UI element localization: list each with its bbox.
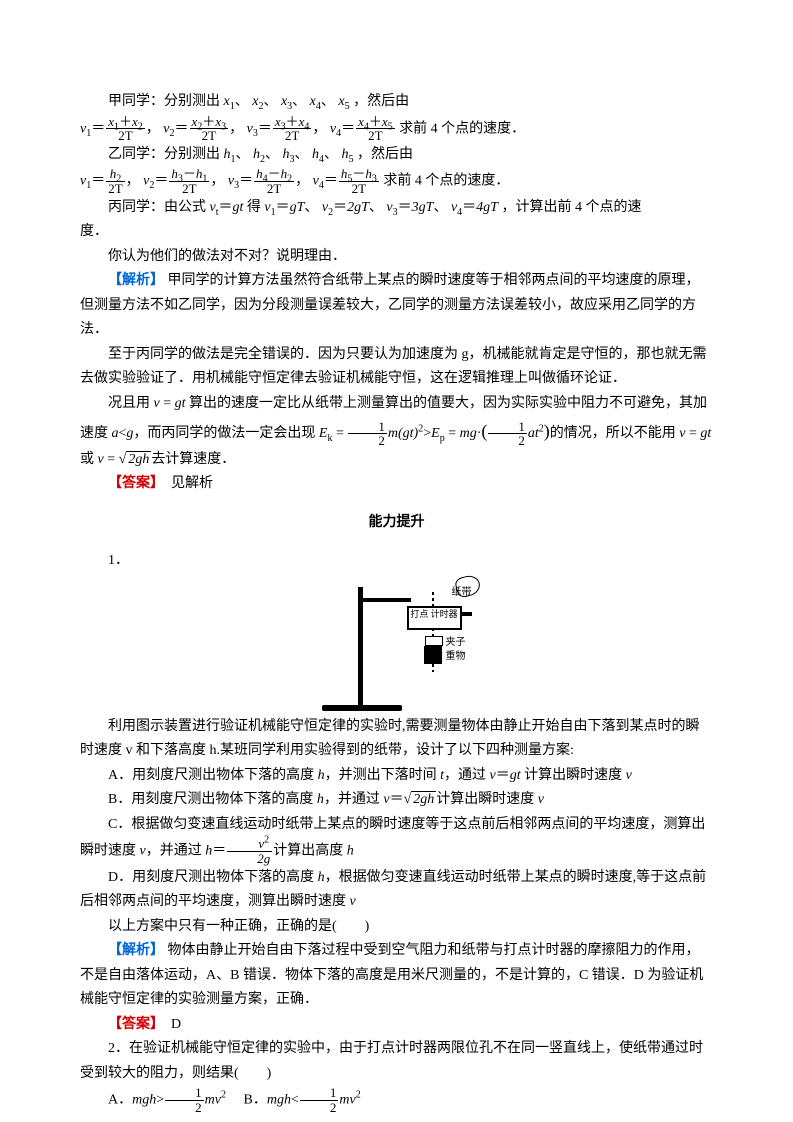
fraction: v22g [227,837,272,865]
fraction: h5－h32T [339,167,379,195]
sub: 3 [287,101,292,112]
apparatus-diagram: 纸带 打点 计时器 夹子 重物 [312,576,482,711]
sub: 1 [230,101,235,112]
section-heading: 能力提升 [80,511,713,536]
fraction: 12 [165,1086,204,1114]
q2-stem: 2．在验证机械能守恒定律的实验中，由于打点计时器两限位孔不在同一竖直线上，使纸带… [80,1037,713,1086]
sub: 2 [258,101,263,112]
answer-label: 【答案】 [108,1017,157,1032]
analysis-label: 【解析】 [108,943,164,958]
sep: ， [146,121,160,136]
fraction: 12 [300,1086,339,1114]
fraction: h4－h22T [254,167,294,195]
answer-label: 【答案】 [108,476,157,491]
text: 丙同学：由公式 [108,200,210,215]
eq: ＝ [341,121,355,136]
student-a-formulas: v1＝x1＋x22T， v2＝x2＋x32T， v3＝x3＋x42T， v4＝x… [80,115,713,143]
sep: ， [295,174,309,189]
diagram-clip [425,636,443,646]
text: 得 [243,200,264,215]
student-b-intro: 乙同学：分别测出 h1、 h2、 h3、 h4、 h5 ，然后由 [80,143,713,168]
fraction: x2＋x32T [190,115,229,143]
sub: 5 [349,154,354,165]
sub: 2 [260,154,265,165]
fraction: x1＋x22T [106,115,145,143]
answer-text: 见解析 [157,476,213,491]
answer-text: D [157,1017,181,1032]
sub: 4 [319,154,324,165]
sep: ， [229,121,243,136]
var: h [312,147,319,162]
eq: ＝ [91,121,105,136]
student-c-line-wrap: 度． [80,220,713,245]
fraction: 12 [488,420,527,448]
sep: ， [312,121,326,136]
eq: ＝ [175,121,189,136]
diagram-clamp-arm [363,598,411,602]
analysis-2: 【解析】 物体由静止开始自由下落过程中受到空气阻力和纸带与打点计时器的摩擦阻力的… [80,939,713,1013]
text: 甲同学：分别测出 [108,94,224,109]
q2-number: 2． [108,1041,129,1056]
answer-1: 【答案】 见解析 [80,472,713,497]
diagram-timer-plug [462,612,472,616]
var: h [342,147,349,162]
sqrt: 2gh [126,451,151,467]
q1-number: 1． [80,549,713,574]
eq: ＝ [258,121,272,136]
sep: ， [126,174,140,189]
student-a-intro: 甲同学：分别测出 x1、 x2、 x3、 x4、 x5 ，然后由 [80,90,713,115]
question-prompt: 你认为他们的做法对不对？说明理由． [80,245,713,270]
text: 乙同学：分别测出 [108,147,224,162]
text: ，然后由 [353,94,409,109]
eq: ＝ [219,200,233,215]
sub: 1 [231,154,236,165]
var: h [283,147,290,162]
fraction: h22T [106,167,124,195]
sep: ， [210,174,224,189]
q2-options: A．mgh>12mv2 B．mgh<12mv2 [80,1086,713,1114]
analysis-1-p3: 况且用 v = gt 算出的速度一定比从纸带上测量算出的值要大，因为实际实验中阻… [80,392,713,473]
diagram-pole [358,587,363,705]
page-root: 甲同学：分别测出 x1、 x2、 x3、 x4、 x5 ，然后由 v1＝x1＋x… [0,0,793,1122]
student-b-formulas: v1＝h22T， v2＝h3－h12T， v3＝h4－h22T， v4＝h5－h… [80,167,713,195]
sub: 4 [316,101,321,112]
q1-option-d: D．用刻度尺测出物体下落的高度 h，根据做匀变速直线运动时纸带上某点的瞬时速度,… [80,866,713,915]
q1-stem: 利用图示装置进行验证机械能守恒定律的实验时,需要测量物体由静止开始自由下落到某点… [80,715,713,764]
text: ，计算出前 4 个点的速 [501,200,641,215]
q1-option-c: C．根据做匀变速直线运动时纸带上某点的瞬时速度等于这点前后相邻两点间的平均速度，… [80,813,713,866]
answer-2: 【答案】 D [80,1013,713,1038]
tail: 求前 4 个点的速度． [399,121,525,136]
sub: 3 [290,154,295,165]
analysis-1-p2: 至于丙同学的做法是完全错误的．因为只要认为加速度为 g，机械能就肯定是守恒的，那… [80,343,713,392]
var: h [224,147,231,162]
fraction: h3－h12T [169,167,209,195]
sub: 5 [345,101,350,112]
fraction: x4＋x52T [356,115,395,143]
analysis-body: 甲同学的计算方法虽然符合纸带上某点的瞬时速度等于相邻两点间的平均速度的原理，但测… [80,273,700,337]
student-c-line: 丙同学：由公式 vt＝gt 得 v1＝gT、 v2＝2gT、 v3＝3gT、 v… [80,196,713,221]
diagram-weight-label: 重物 [446,648,466,666]
eq: ＝ [324,174,338,189]
q1-tail: 以上方案中只有一种正确，正确的是( ) [80,915,713,940]
fraction: 12 [348,420,387,448]
analysis-1: 【解析】 甲同学的计算方法虽然符合纸带上某点的瞬时速度等于相邻两点间的平均速度的… [80,269,713,343]
q1-option-a: A．用刻度尺测出物体下落的高度 h，并测出下落时间 t，通过 v＝gt 计算出瞬… [80,764,713,789]
tail: 求前 4 个点的速度． [383,174,509,189]
gt: gt [233,200,244,215]
text: ，然后由 [357,147,413,162]
var: h [253,147,260,162]
q1-option-b: B．用刻度尺测出物体下落的高度 h，并通过 v＝√2gh计算出瞬时速度 v [80,788,713,813]
diagram-timer-box: 打点 计时器 [407,606,462,630]
fraction: x3＋x42T [273,115,312,143]
eq: ＝ [91,174,105,189]
analysis-body: 物体由静止开始自由下落过程中受到空气阻力和纸带与打点计时器的摩擦阻力的作用，不是… [80,943,703,1007]
diagram-weight [424,646,442,664]
eq: ＝ [239,174,253,189]
sqrt: 2gh [411,791,436,807]
diagram-base [322,705,402,711]
analysis-label: 【解析】 [108,273,164,288]
eq: ＝ [154,174,168,189]
diagram-tape-label: 纸带 [452,584,472,602]
